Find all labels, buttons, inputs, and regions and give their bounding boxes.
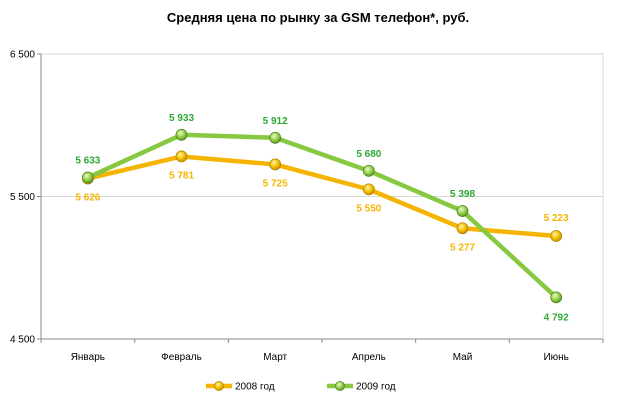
data-label: 5 725	[263, 178, 288, 189]
data-label: 5 277	[450, 242, 475, 253]
legend-swatch-marker	[335, 381, 345, 391]
data-point	[550, 291, 563, 304]
data-label: 5 781	[169, 170, 194, 181]
series-line-1	[85, 132, 559, 300]
x-tick-label: Март	[263, 352, 287, 363]
chart-title: Средняя цена по рынку за GSM телефон*, р…	[167, 10, 469, 25]
x-tick-label: Январь	[71, 352, 105, 363]
data-label: 5 680	[356, 149, 381, 160]
legend-swatch-marker	[214, 381, 224, 391]
x-tick-label: Май	[453, 352, 473, 363]
legend-label: 2009 год	[356, 382, 396, 393]
data-point	[362, 183, 375, 196]
grid	[40, 53, 604, 340]
data-point	[269, 158, 282, 171]
data-point	[81, 171, 94, 184]
x-tick-label: Апрель	[352, 352, 386, 363]
data-label: 5 550	[356, 203, 381, 214]
axes: 4 500 5 500 6 500 Январь Февраль Март Апрель Ма…	[10, 50, 604, 363]
series-line-0	[85, 154, 559, 239]
series	[81, 128, 563, 304]
data-point	[362, 164, 375, 177]
data-label: 5 398	[450, 189, 475, 200]
data-point	[175, 128, 188, 141]
legend-label: 2008 год	[235, 382, 275, 393]
x-tick-label: Февраль	[161, 352, 202, 363]
data-label: 5 933	[169, 113, 194, 124]
y-tick-label: 5 500	[10, 192, 35, 203]
data-label: 4 792	[544, 312, 569, 323]
data-point	[175, 150, 188, 163]
data-point	[456, 205, 469, 217]
x-tick-label: Июнь	[543, 352, 568, 363]
data-point	[456, 222, 469, 235]
data-label: 5 912	[263, 116, 288, 127]
data-point	[269, 131, 282, 144]
legend: 2008 год 2009 год	[206, 381, 396, 393]
y-tick-label: 6 500	[10, 50, 35, 61]
data-label: 5 633	[75, 156, 100, 167]
data-labels: 5 626 5 781 5 725 5 550 5 277 5 223 5 633 5 933…	[75, 113, 569, 324]
y-tick-label: 4 500	[10, 335, 35, 346]
data-label: 5 223	[544, 213, 569, 224]
data-label: 5 626	[75, 193, 100, 204]
data-point	[550, 230, 563, 242]
